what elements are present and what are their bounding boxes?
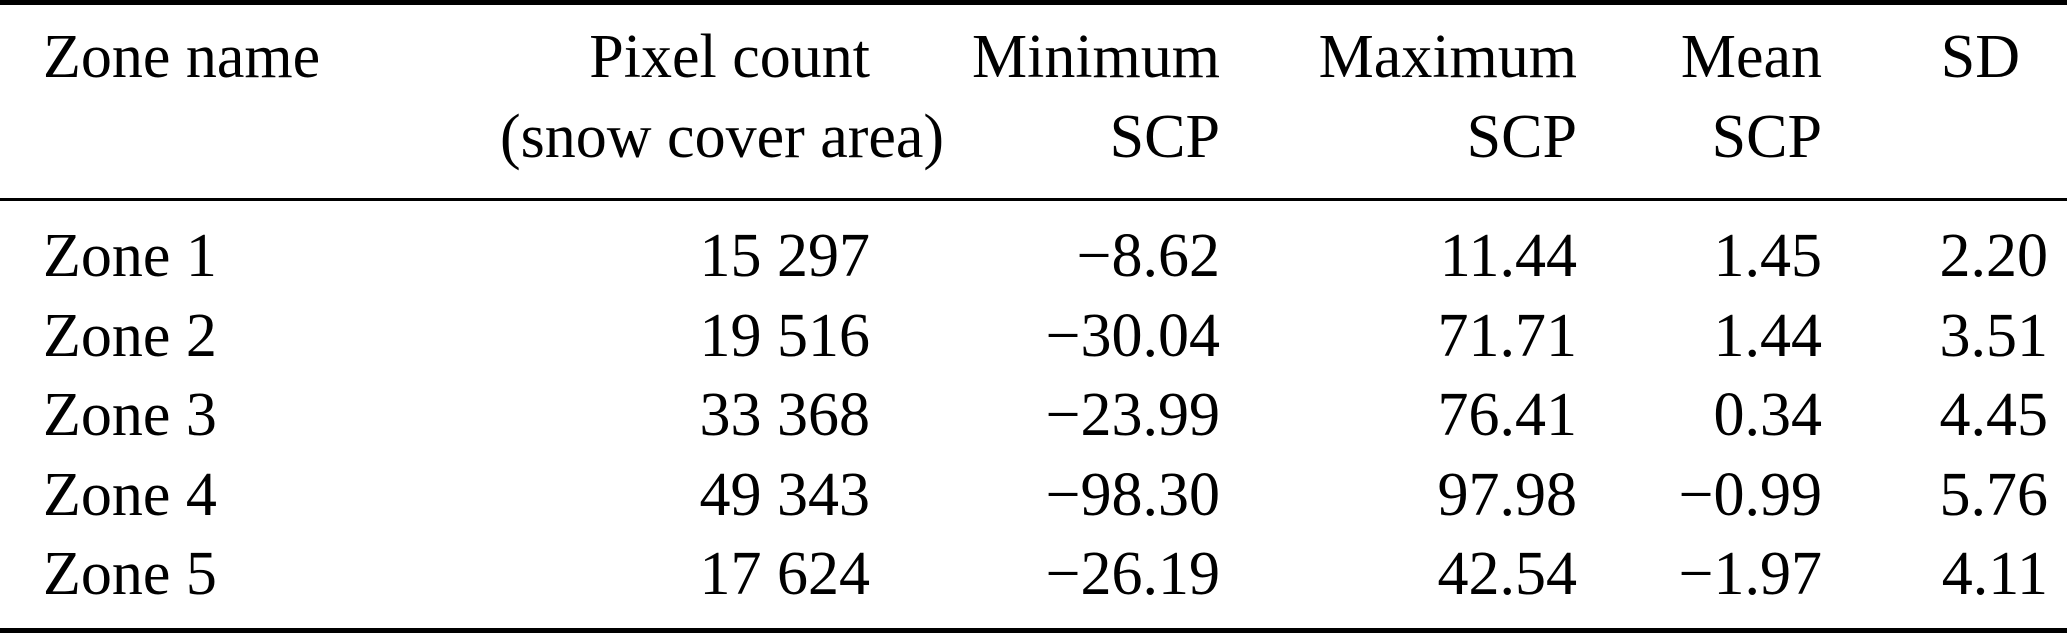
table-row: Zone 4 49 343 −98.30 97.98 −0.99 5.76 (0, 456, 2067, 536)
cell-sd: 3.51 (1939, 301, 2049, 370)
cell-mean-scp: 1.44 (1713, 301, 1823, 370)
cell-pixel-count: 15 297 (699, 222, 871, 290)
cell-mean-scp: −0.99 (1678, 460, 1822, 529)
table-row: Zone 1 15 297 −8.62 11.44 1.45 2.20 (0, 217, 2067, 297)
cell-sd: 4.11 (1941, 540, 2048, 608)
header-minimum-scp-line2: SCP (1109, 103, 1220, 171)
cell-mean-scp: −1.97 (1678, 540, 1822, 608)
header-pixel-count: Pixel count (snow cover area) (500, 17, 945, 177)
header-sd-label: SD (1940, 23, 2020, 91)
cell-pixel-count: 17 624 (699, 540, 871, 608)
header-sd: SD (1822, 17, 2067, 177)
header-mean-scp-line1: Mean (1680, 23, 1822, 91)
cell-maximum-scp: 71.71 (1437, 301, 1578, 370)
table-bottom-rule (0, 628, 2067, 633)
header-maximum-scp-line2: SCP (1466, 103, 1577, 171)
table-row: Zone 2 19 516 −30.04 71.71 1.44 3.51 (0, 297, 2067, 377)
table-header-row: Zone name Pixel count (snow cover area) … (0, 5, 2067, 177)
cell-zone-name: Zone 1 (43, 222, 217, 290)
cell-zone-name: Zone 3 (43, 381, 217, 449)
cell-pixel-count: 49 343 (699, 460, 871, 529)
table-body: Zone 1 15 297 −8.62 11.44 1.45 2.20 Zone… (0, 201, 2067, 615)
cell-pixel-count: 19 516 (699, 301, 871, 370)
cell-sd: 4.45 (1939, 381, 2049, 449)
cell-maximum-scp: 11.44 (1439, 222, 1577, 290)
header-mean-scp-line2: SCP (1711, 103, 1822, 171)
header-maximum-scp-line1: Maximum (1318, 23, 1577, 91)
table-row: Zone 3 33 368 −23.99 76.41 0.34 4.45 (0, 376, 2067, 456)
table-top-rule (0, 0, 2067, 5)
cell-minimum-scp: −23.99 (1045, 381, 1220, 449)
cell-maximum-scp: 42.54 (1437, 540, 1578, 608)
cell-minimum-scp: −30.04 (1045, 301, 1220, 370)
cell-mean-scp: 1.45 (1713, 222, 1823, 290)
cell-zone-name: Zone 2 (43, 301, 217, 370)
table-row: Zone 5 17 624 −26.19 42.54 −1.97 4.11 (0, 535, 2067, 615)
header-zone-name-label: Zone name (43, 23, 321, 91)
cell-minimum-scp: −98.30 (1045, 460, 1220, 529)
cell-minimum-scp: −26.19 (1045, 540, 1220, 608)
header-pixel-count-line2: (snow cover area) (500, 103, 945, 171)
cell-maximum-scp: 97.98 (1437, 460, 1578, 529)
header-minimum-scp-line1: Minimum (971, 23, 1220, 91)
cell-minimum-scp: −8.62 (1076, 222, 1220, 290)
header-zone-name: Zone name (0, 17, 500, 177)
cell-maximum-scp: 76.41 (1437, 381, 1578, 449)
cell-zone-name: Zone 5 (43, 540, 217, 608)
header-mean-scp: Mean SCP (1577, 17, 1822, 177)
cell-pixel-count: 33 368 (699, 381, 871, 449)
cell-mean-scp: 0.34 (1713, 381, 1823, 449)
table-header-rule (0, 198, 2067, 201)
cell-sd: 5.76 (1939, 460, 2049, 529)
cell-sd: 2.20 (1939, 222, 2049, 290)
header-pixel-count-line1: Pixel count (589, 23, 870, 91)
header-minimum-scp: Minimum SCP (870, 17, 1220, 177)
header-maximum-scp: Maximum SCP (1220, 17, 1577, 177)
cell-zone-name: Zone 4 (43, 460, 217, 529)
